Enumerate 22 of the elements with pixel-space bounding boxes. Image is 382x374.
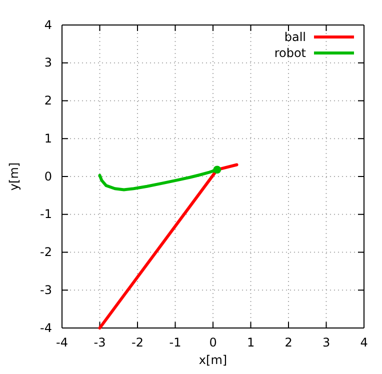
x-tick-label: 0 (209, 336, 217, 350)
y-tick-label: -1 (40, 207, 52, 222)
y-tick-label: 2 (44, 94, 52, 108)
x-tick-label: -3 (94, 336, 106, 350)
x-axis-title: x[m] (198, 353, 228, 367)
x-tick-label: 1 (246, 336, 255, 350)
y-tick-label: 1 (44, 131, 52, 146)
x-tick-label: -1 (169, 336, 182, 350)
legend-label: robot (274, 46, 306, 60)
x-tick-label: -2 (132, 336, 144, 350)
y-tick-label: -2 (40, 245, 52, 260)
y-tick-label: -3 (40, 282, 52, 297)
y-tick-label: 3 (44, 56, 52, 70)
y-tick-label: 0 (44, 169, 52, 184)
x-tick-label: -4 (56, 336, 68, 350)
legend-label: ball (284, 30, 306, 44)
y-tick-label: 4 (44, 18, 52, 32)
x-tick-label: 4 (360, 336, 368, 350)
y-tick-label: -4 (40, 320, 52, 335)
x-tick-label: 3 (322, 336, 330, 350)
y-axis-title: y[m] (7, 162, 21, 191)
x-tick-label: 2 (284, 336, 292, 350)
